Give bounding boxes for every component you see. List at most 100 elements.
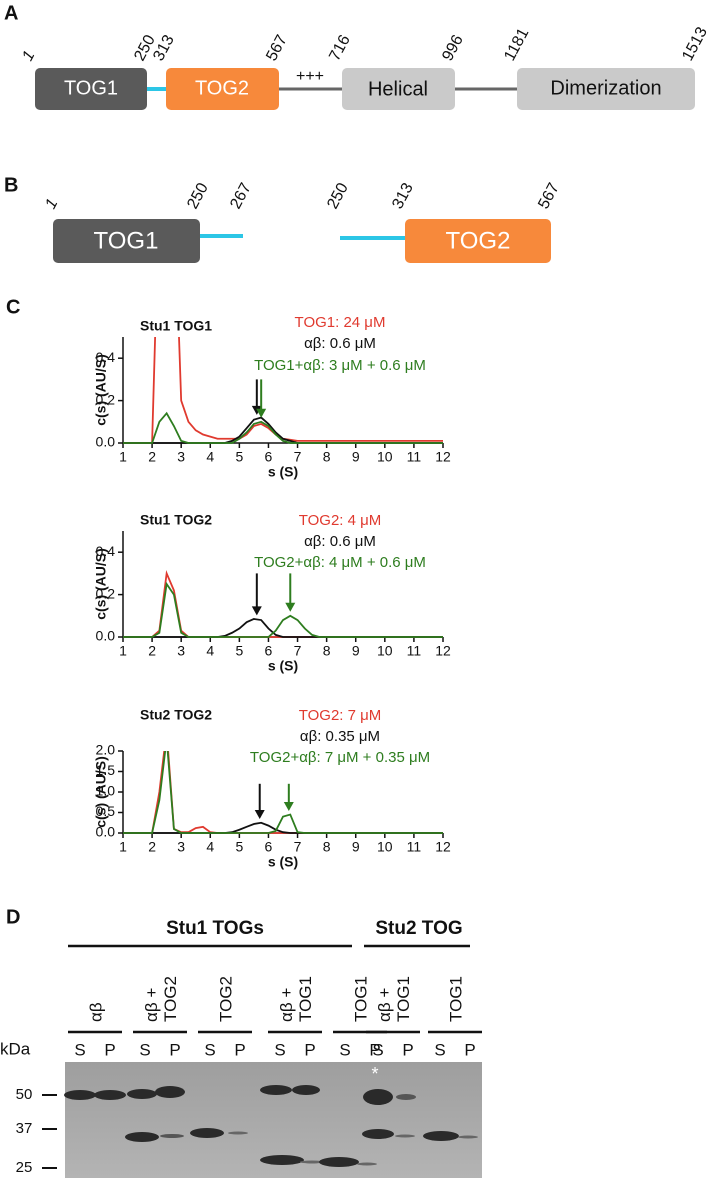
lane-label: αβ +: [375, 988, 394, 1022]
legend-entry: TOG1: 24 μM: [295, 314, 386, 331]
marker-label: 37: [16, 1120, 33, 1137]
x-tick-label: 1: [119, 643, 127, 659]
x-tick-label: 4: [206, 643, 214, 659]
fraction-label: S: [434, 1040, 445, 1059]
fraction-label: P: [402, 1040, 413, 1059]
legend-entry: TOG2: 7 μM: [299, 707, 382, 724]
domain-label: TOG2: [446, 227, 511, 254]
x-tick-label: 9: [352, 643, 360, 659]
fraction-label: S: [274, 1040, 285, 1059]
fraction-label: S: [139, 1040, 150, 1059]
charge-label: +++: [296, 68, 324, 85]
domain-box: [166, 68, 279, 110]
x-tick-label: 6: [265, 449, 273, 465]
y-tick-label: 1.0: [96, 783, 116, 799]
panel-label: C: [6, 296, 20, 318]
domain-box: [35, 68, 147, 110]
y-tick-label: 0.5: [96, 803, 116, 819]
series-line: [123, 821, 443, 834]
x-tick-label: 10: [377, 839, 393, 855]
domain-label: TOG2: [195, 77, 249, 99]
x-tick-label: 3: [177, 449, 185, 465]
x-tick-label: 5: [235, 449, 243, 465]
x-tick-label: 2: [148, 449, 156, 465]
series-line: [123, 618, 443, 638]
x-tick-label: 2: [148, 839, 156, 855]
position-label: 996: [439, 32, 467, 64]
position-label: 313: [389, 180, 417, 212]
position-label: 1513: [679, 24, 711, 64]
x-tick-label: 10: [377, 449, 393, 465]
x-tick-label: 11: [407, 839, 422, 855]
y-tick-label: 2.0: [96, 742, 116, 758]
y-axis-label: c(s) (AU/S): [93, 354, 109, 426]
arrow: [256, 379, 267, 418]
arrow: [283, 783, 294, 811]
fraction-label: P: [104, 1040, 115, 1059]
x-tick-label: 2: [148, 643, 156, 659]
position-label: 567: [535, 180, 563, 212]
x-tick-label: 8: [323, 643, 331, 659]
group-label: Stu2 TOG: [375, 918, 462, 939]
arrow: [254, 783, 265, 819]
fraction-label: P: [464, 1040, 475, 1059]
x-tick-label: 4: [206, 449, 214, 465]
y-axis-label: c(s) (AU/S): [93, 548, 109, 620]
legend-entry: TOG2+αβ: 4 μM + 0.6 μM: [254, 554, 426, 571]
domain-box: [405, 219, 551, 263]
fraction-label: S: [372, 1040, 383, 1059]
x-tick-label: 9: [352, 839, 360, 855]
domain-box: [517, 68, 695, 110]
arrow-head: [251, 606, 262, 616]
x-tick-label: 7: [294, 839, 302, 855]
position-label: 1181: [501, 25, 532, 63]
lane-label: TOG1: [446, 976, 465, 1022]
y-tick-label: 0.4: [96, 349, 116, 365]
arrow: [285, 573, 296, 612]
domain-label: TOG1: [64, 77, 118, 99]
lane-label: αβ: [86, 1002, 105, 1022]
fraction-label: S: [339, 1040, 350, 1059]
gel-bands: [64, 1085, 478, 1167]
y-tick-label: 0.0: [96, 628, 116, 644]
y-axis-label: c(s) (AU/S): [93, 756, 109, 828]
position-label: 1: [19, 48, 38, 64]
x-tick-label: 7: [294, 643, 302, 659]
legend-entry: αβ: 0.6 μM: [304, 533, 376, 550]
series-line: [123, 581, 443, 638]
y-tick-label: 0.2: [96, 391, 116, 407]
domain-box: [53, 219, 200, 263]
chart-title: Stu1 TOG1: [140, 318, 212, 334]
position-label: 313: [150, 32, 178, 64]
x-tick-label: 9: [352, 449, 360, 465]
fraction-label: S: [204, 1040, 215, 1059]
arrow-head: [285, 602, 296, 612]
position-label: 267: [227, 180, 255, 212]
legend-entry: TOG2: 4 μM: [299, 512, 382, 529]
x-tick-label: 5: [235, 643, 243, 659]
lane-label: TOG1: [351, 976, 370, 1022]
y-tick-label: 0.0: [96, 824, 116, 840]
x-tick-label: 8: [323, 839, 331, 855]
series-line: [123, 411, 443, 444]
x-axis-label: s (S): [268, 464, 298, 480]
legend-entry: TOG1+αβ: 3 μM + 0.6 μM: [254, 357, 426, 374]
panel-label: D: [6, 906, 20, 928]
x-tick-label: 1: [119, 449, 127, 465]
y-tick-label: 0.4: [96, 543, 116, 559]
marker-label: 50: [16, 1086, 33, 1103]
y-tick-label: 1.5: [96, 762, 116, 778]
position-label: 1: [42, 196, 61, 212]
lane-label: TOG1: [296, 976, 315, 1022]
group-label: Stu1 TOGs: [166, 918, 264, 939]
series-line: [123, 751, 443, 834]
domain-box: [342, 68, 455, 110]
legend-entry: TOG2+αβ: 7 μM + 0.35 μM: [250, 749, 430, 766]
position-label: 250: [324, 180, 352, 212]
lane-label: TOG2: [216, 976, 235, 1022]
position-label: 567: [263, 32, 291, 64]
arrow-head: [256, 408, 267, 418]
fraction-label: P: [369, 1040, 380, 1059]
chart-title: Stu1 TOG2: [140, 512, 212, 528]
